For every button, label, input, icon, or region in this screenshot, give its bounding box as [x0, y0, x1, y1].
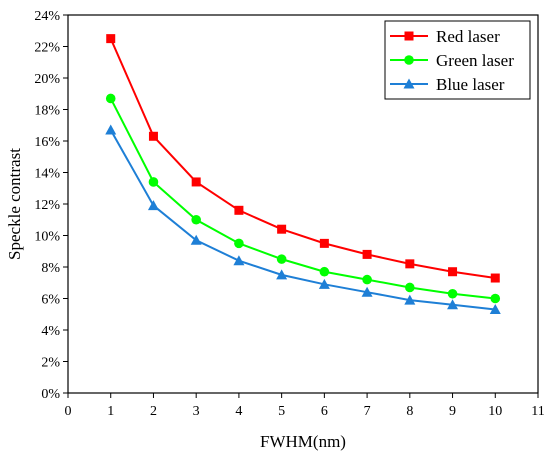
red-laser-point: [234, 205, 244, 215]
green-laser-point: [447, 288, 458, 299]
x-tick-label: 10: [488, 404, 502, 419]
green-laser-point: [362, 274, 372, 285]
green-laser-series: [105, 93, 501, 304]
green-laser-point: [276, 254, 287, 264]
y-tick-label: 10%: [34, 230, 60, 245]
green-laser-point: [319, 266, 330, 277]
blue-laser-point: [318, 278, 330, 289]
x-axis-title: FWHM(nm): [260, 432, 346, 451]
x-axis-ticks: 0 1 2 3 4 5 6 7 8 9 10 11: [65, 393, 545, 419]
blue-laser-point: [190, 234, 202, 245]
y-tick-label: 8%: [41, 261, 60, 276]
legend-item-green-laser: Green laser: [390, 51, 514, 70]
red-laser-point: [106, 34, 116, 44]
y-tick-label: 20%: [34, 72, 60, 87]
x-tick-label: 9: [449, 404, 456, 419]
legend-label: Blue laser: [436, 75, 505, 94]
y-tick-label: 22%: [34, 41, 60, 56]
legend-label: Green laser: [436, 51, 514, 70]
green-laser-point: [191, 214, 201, 225]
x-tick-label: 4: [235, 404, 242, 419]
x-tick-label: 2: [150, 404, 157, 419]
red-laser-point: [148, 131, 158, 141]
blue-laser-point: [147, 200, 159, 211]
legend-item-blue-laser: Blue laser: [390, 75, 505, 94]
x-tick-label: 3: [193, 404, 200, 419]
x-tick-label: 7: [364, 404, 371, 419]
green-laser-point: [405, 282, 415, 293]
y-tick-label: 18%: [34, 104, 60, 119]
x-tick-label: 5: [278, 404, 285, 419]
x-tick-label: 1: [107, 404, 114, 419]
legend: Red laser Green laser Blue laser: [384, 20, 531, 100]
blue-laser-point: [489, 304, 501, 315]
blue-laser-point: [361, 286, 373, 297]
red-laser-line: [109, 38, 496, 280]
legend-marker: [403, 78, 415, 89]
blue-laser-point: [276, 269, 288, 280]
y-tick-label: 0%: [41, 387, 60, 402]
red-laser-point: [191, 177, 201, 187]
green-laser-line: [109, 98, 496, 300]
y-tick-label: 24%: [34, 9, 60, 24]
green-laser-point: [105, 93, 116, 104]
x-tick-label: 8: [406, 404, 413, 419]
green-laser-point: [234, 238, 244, 249]
x-tick-label: 6: [321, 404, 328, 419]
blue-laser-line: [109, 129, 496, 311]
legend-marker: [404, 31, 414, 41]
blue-laser-series: [105, 124, 501, 315]
red-laser-point: [405, 259, 415, 269]
y-tick-label: 4%: [41, 324, 60, 339]
red-laser-point: [277, 224, 287, 234]
red-laser-point: [362, 249, 372, 259]
x-tick-label: 11: [531, 404, 544, 419]
red-laser-series: [106, 34, 500, 283]
blue-laser-point: [404, 294, 416, 305]
blue-laser-point: [233, 255, 245, 266]
y-axis-title: Speckle contrast: [5, 148, 24, 260]
red-laser-point: [490, 273, 500, 283]
series-layer: [105, 34, 501, 315]
legend-marker: [404, 55, 414, 65]
y-tick-label: 6%: [41, 293, 60, 308]
green-laser-point: [490, 293, 501, 304]
y-tick-label: 16%: [34, 135, 60, 150]
red-laser-point: [319, 238, 329, 248]
blue-laser-point: [105, 124, 117, 135]
blue-laser-point: [447, 299, 459, 310]
x-tick-label: 0: [65, 404, 72, 419]
legend-label: Red laser: [436, 27, 500, 46]
y-axis-ticks: 0% 2% 4% 6% 8% 10% 12% 14% 16% 18% 20% 22% 24%: [34, 9, 68, 402]
red-laser-point: [448, 267, 458, 277]
y-tick-label: 14%: [34, 167, 60, 182]
y-tick-label: 12%: [34, 198, 60, 213]
y-tick-label: 2%: [41, 356, 60, 371]
green-laser-point: [148, 177, 159, 187]
legend-item-red-laser: Red laser: [390, 27, 500, 46]
